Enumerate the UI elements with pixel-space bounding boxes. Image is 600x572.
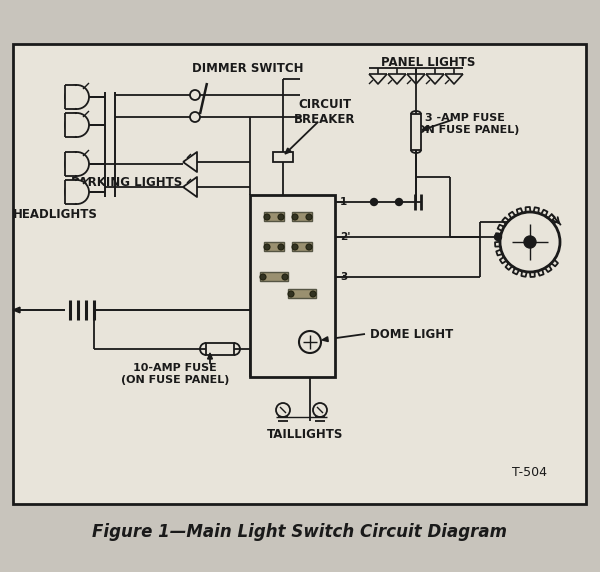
Bar [273,152,293,162]
Circle shape [278,214,284,220]
Circle shape [276,403,290,417]
Circle shape [288,291,294,297]
Bar [65,180,75,204]
Circle shape [282,274,288,280]
Text: DIMMER SWITCH: DIMMER SWITCH [192,62,304,76]
Circle shape [313,403,327,417]
Text: HEADLIGHTS: HEADLIGHTS [13,208,97,220]
Circle shape [299,331,321,353]
Polygon shape [13,307,20,313]
Bar [292,212,312,221]
Polygon shape [322,337,328,341]
Circle shape [371,198,377,205]
Bar [65,113,75,137]
Circle shape [292,214,298,220]
Bar [264,242,284,251]
Text: TAILLIGHTS: TAILLIGHTS [267,427,343,440]
Text: PARKING LIGHTS: PARKING LIGHTS [71,176,182,189]
Polygon shape [208,353,212,359]
Text: T-504: T-504 [512,466,548,479]
Text: 2': 2' [340,232,350,242]
Text: 3 -AMP FUSE
(ON FUSE PANEL): 3 -AMP FUSE (ON FUSE PANEL) [411,113,519,135]
Text: 1: 1 [340,197,347,207]
Circle shape [524,236,536,248]
Circle shape [306,214,312,220]
Bar [65,152,75,176]
Circle shape [278,244,284,250]
Circle shape [310,291,316,297]
Circle shape [306,244,312,250]
Polygon shape [285,148,291,154]
Text: CIRCUIT
BREAKER: CIRCUIT BREAKER [294,98,356,126]
Circle shape [395,198,403,205]
Bar [292,242,312,251]
Bar [206,343,234,355]
Circle shape [292,244,298,250]
Bar [260,272,288,281]
Bar [264,212,284,221]
Circle shape [264,244,270,250]
Circle shape [65,180,89,204]
Bar [411,114,421,150]
Text: 3: 3 [340,272,347,282]
Circle shape [190,112,200,122]
Bar [13,44,586,504]
Bar [65,85,75,109]
Text: Figure 1—Main Light Switch Circuit Diagram: Figure 1—Main Light Switch Circuit Diagr… [92,523,508,541]
Text: DOME LIGHT: DOME LIGHT [370,328,453,340]
Polygon shape [422,126,428,130]
Circle shape [500,212,560,272]
Circle shape [65,85,89,109]
Circle shape [494,233,502,240]
Circle shape [264,214,270,220]
Circle shape [260,274,266,280]
Bar [250,195,335,377]
Text: PANEL LIGHTS: PANEL LIGHTS [381,55,475,69]
Circle shape [65,152,89,176]
Circle shape [65,113,89,137]
Circle shape [190,90,200,100]
Text: 10-AMP FUSE
(ON FUSE PANEL): 10-AMP FUSE (ON FUSE PANEL) [121,363,229,385]
Bar [288,289,316,298]
